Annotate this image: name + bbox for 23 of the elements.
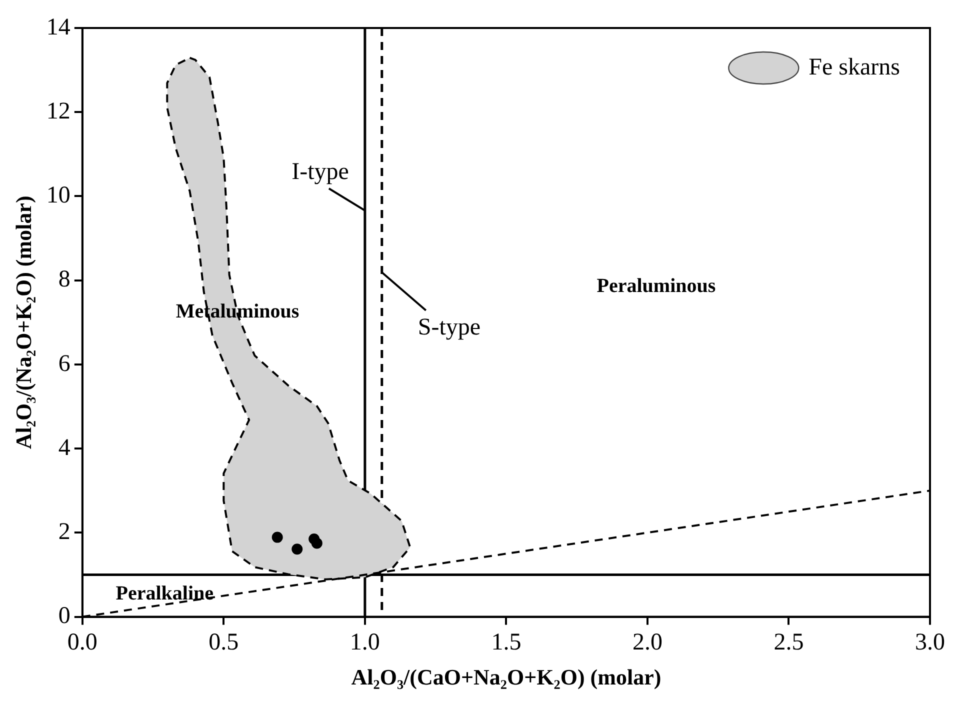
y-tick-label: 6 [58, 350, 70, 377]
y-tick-label: 10 [46, 182, 70, 209]
x-tick-label: 1.0 [350, 629, 380, 656]
y-tick-label: 4 [58, 434, 70, 461]
legend-label: Fe skarns [808, 54, 900, 80]
annotation: Peralkaline [116, 582, 214, 605]
y-tick-label: 8 [58, 266, 70, 293]
y-axis-title: Al₂O₃/(Na₂O+K₂O) (molar) [10, 196, 36, 450]
y-tick-label: 12 [46, 98, 70, 124]
ref-line-label: S-type [418, 314, 481, 341]
x-tick-label: 3.0 [915, 629, 945, 656]
y-tick-label: 2 [58, 518, 70, 545]
ref-line-label: I-type [292, 158, 349, 185]
y-tick-label: 0 [58, 603, 70, 630]
annotation: Peraluminous [596, 275, 716, 298]
x-tick-label: 2.0 [632, 629, 662, 656]
y-tick-label: 14 [46, 14, 70, 40]
x-tick-label: 0.0 [67, 629, 98, 656]
x-tick-label: 2.5 [774, 629, 804, 656]
x-tick-label: 0.5 [208, 629, 239, 656]
x-tick-label: 1.5 [491, 629, 522, 656]
annotation: Metaluminous [176, 300, 300, 323]
x-axis-title: Al₂O₃/(CaO+Na₂O+K₂O) (molar) [351, 664, 662, 690]
